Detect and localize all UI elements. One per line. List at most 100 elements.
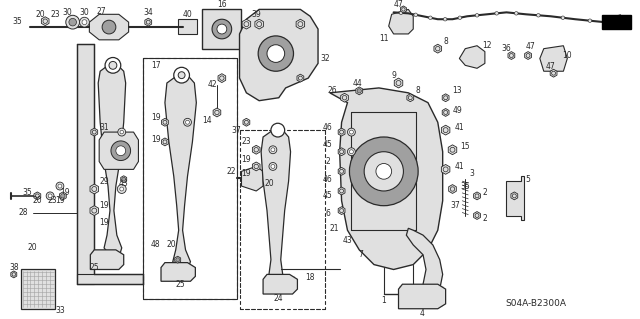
Polygon shape: [508, 52, 515, 59]
Polygon shape: [90, 250, 124, 270]
Circle shape: [271, 165, 275, 168]
Circle shape: [186, 120, 189, 124]
Text: 2: 2: [326, 157, 330, 166]
Text: 1: 1: [381, 296, 386, 305]
Polygon shape: [540, 46, 567, 71]
Circle shape: [102, 20, 116, 34]
Text: 20: 20: [166, 241, 175, 249]
Text: 28: 28: [18, 208, 28, 217]
Circle shape: [46, 192, 54, 200]
Circle shape: [122, 177, 125, 181]
Polygon shape: [330, 88, 443, 270]
Text: 24: 24: [274, 294, 284, 303]
Circle shape: [348, 128, 355, 136]
Text: 19: 19: [241, 155, 252, 164]
Text: 8: 8: [416, 86, 420, 95]
Text: 44: 44: [353, 78, 362, 87]
Text: 7: 7: [359, 250, 364, 259]
Text: 35: 35: [13, 17, 22, 26]
Text: 31: 31: [99, 123, 109, 132]
Text: 4: 4: [420, 309, 424, 318]
Polygon shape: [406, 228, 443, 297]
Text: 22: 22: [227, 167, 236, 176]
Text: 19: 19: [241, 169, 252, 178]
Polygon shape: [145, 18, 152, 26]
Polygon shape: [165, 75, 196, 270]
Polygon shape: [90, 206, 99, 216]
Circle shape: [349, 150, 353, 154]
Circle shape: [444, 18, 447, 21]
Circle shape: [66, 15, 79, 29]
Text: 19: 19: [151, 136, 161, 145]
Polygon shape: [213, 108, 221, 117]
Polygon shape: [255, 19, 264, 29]
Text: 13: 13: [452, 86, 462, 95]
Text: 41: 41: [454, 162, 464, 171]
Polygon shape: [161, 263, 195, 281]
Text: 17: 17: [151, 61, 161, 70]
Polygon shape: [178, 19, 197, 34]
Circle shape: [364, 152, 403, 191]
Text: 20: 20: [33, 196, 42, 205]
Polygon shape: [161, 118, 168, 126]
Circle shape: [458, 16, 461, 19]
Polygon shape: [252, 145, 260, 154]
Polygon shape: [511, 192, 518, 200]
Polygon shape: [442, 108, 449, 116]
Text: 29: 29: [99, 177, 109, 186]
Text: 43: 43: [119, 179, 129, 188]
Text: 47: 47: [546, 62, 556, 71]
Text: 14: 14: [202, 116, 212, 125]
Polygon shape: [407, 94, 413, 102]
Circle shape: [176, 258, 180, 262]
Polygon shape: [297, 74, 304, 82]
Polygon shape: [394, 78, 403, 88]
Polygon shape: [98, 65, 125, 258]
Text: 23: 23: [47, 196, 57, 205]
Circle shape: [178, 72, 185, 78]
Text: 41: 41: [454, 123, 464, 132]
Text: 36: 36: [502, 44, 511, 53]
Polygon shape: [202, 9, 241, 49]
Text: 19: 19: [99, 218, 109, 227]
Circle shape: [476, 13, 479, 17]
Text: 18: 18: [305, 273, 315, 282]
Text: 19: 19: [99, 201, 109, 210]
Text: 48: 48: [150, 241, 160, 249]
Circle shape: [269, 162, 277, 170]
Polygon shape: [77, 44, 94, 284]
Text: 19: 19: [151, 113, 161, 122]
Text: 25: 25: [90, 263, 99, 272]
Bar: [143, 58, 237, 299]
Polygon shape: [34, 192, 41, 200]
Polygon shape: [338, 128, 345, 136]
Polygon shape: [401, 6, 406, 13]
Text: 23: 23: [241, 137, 252, 146]
Text: 34: 34: [143, 8, 153, 17]
Circle shape: [69, 19, 76, 26]
Polygon shape: [340, 93, 348, 102]
Circle shape: [349, 137, 418, 206]
Text: 8: 8: [444, 37, 448, 46]
Polygon shape: [442, 165, 450, 174]
Text: 37: 37: [232, 126, 241, 135]
Circle shape: [212, 19, 232, 39]
Text: 16: 16: [217, 0, 227, 9]
Text: 5: 5: [525, 175, 531, 184]
Text: 37: 37: [451, 201, 460, 210]
Text: 20: 20: [28, 243, 37, 252]
Polygon shape: [550, 69, 557, 77]
Text: 39: 39: [252, 10, 261, 19]
Text: 45: 45: [323, 191, 333, 200]
Circle shape: [82, 20, 87, 25]
Text: 2: 2: [483, 189, 487, 197]
Polygon shape: [449, 185, 456, 193]
Text: 21: 21: [330, 224, 339, 233]
Text: 11: 11: [379, 34, 388, 43]
Circle shape: [536, 13, 540, 17]
Text: 30: 30: [79, 8, 90, 17]
Text: 20: 20: [264, 179, 274, 188]
Circle shape: [495, 11, 499, 15]
Text: 35: 35: [22, 189, 33, 197]
Text: 20: 20: [35, 10, 45, 19]
